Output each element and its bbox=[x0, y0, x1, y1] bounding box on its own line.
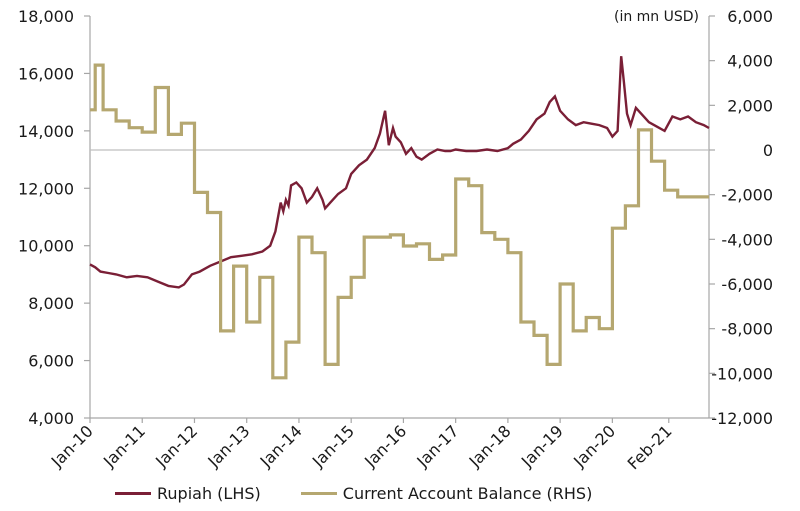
x-tick-label: Jan-20 bbox=[569, 421, 619, 471]
x-tick-label: Jan-11 bbox=[99, 421, 149, 471]
right-tick-label: -10,000 bbox=[711, 364, 773, 383]
x-tick-label: Jan-13 bbox=[203, 421, 253, 471]
x-tick-label: Jan-14 bbox=[256, 421, 306, 471]
legend-label-rupiah: Rupiah (LHS) bbox=[157, 484, 261, 503]
current-account-series-line bbox=[90, 63, 709, 380]
x-tick-label: Jan-10 bbox=[47, 421, 97, 471]
right-tick-label: -2,000 bbox=[721, 186, 773, 205]
series-layer bbox=[89, 56, 710, 380]
left-ticks: 4,000 6,000 8,000 10,000 12,000 14,000 16,000 1… bbox=[18, 7, 90, 428]
rupiah-series-line bbox=[89, 56, 710, 289]
right-tick-label: 2,000 bbox=[727, 96, 773, 115]
x-ticks: Jan-10 Jan-11 Jan-12 Jan-13 Jan-14 Jan-15 Jan-… bbox=[47, 418, 676, 473]
left-tick-label: 4,000 bbox=[28, 409, 74, 428]
legend-swatch-rupiah bbox=[115, 492, 151, 495]
right-ticks: -12,000 -10,000 -8,000 -6,000 -4,000 -2,000 0 2… bbox=[709, 7, 773, 428]
x-tick-label: Jan-12 bbox=[151, 421, 201, 471]
right-tick-label: 4,000 bbox=[727, 52, 773, 71]
right-tick-label: 6,000 bbox=[727, 7, 773, 26]
x-tick-label: Jan-19 bbox=[517, 421, 567, 471]
x-tick-label: Jan-17 bbox=[412, 421, 462, 471]
left-tick-label: 6,000 bbox=[28, 352, 74, 371]
legend-item-rupiah: Rupiah (LHS) bbox=[115, 484, 261, 503]
right-tick-label: -12,000 bbox=[711, 409, 773, 428]
left-tick-label: 18,000 bbox=[18, 7, 74, 26]
left-tick-label: 14,000 bbox=[18, 122, 74, 141]
x-tick-label: Jan-15 bbox=[308, 421, 358, 471]
legend-label-current-account: Current Account Balance (RHS) bbox=[342, 484, 593, 503]
right-tick-label: 0 bbox=[763, 141, 773, 160]
legend-swatch-current-account bbox=[300, 492, 337, 495]
legend-item-current-account: Current Account Balance (RHS) bbox=[300, 484, 593, 503]
legend: Rupiah (LHS) Current Account Balance (RH… bbox=[115, 484, 592, 503]
left-tick-label: 12,000 bbox=[18, 179, 74, 198]
right-tick-label: -8,000 bbox=[721, 320, 773, 339]
dual-axis-line-chart: 4,000 6,000 8,000 10,000 12,000 14,000 16,000 1… bbox=[18, 7, 773, 473]
unit-label: (in mn USD) bbox=[614, 9, 699, 25]
x-tick-label: Jan-16 bbox=[360, 421, 410, 471]
right-tick-label: -6,000 bbox=[721, 275, 773, 294]
x-tick-label: Feb-21 bbox=[624, 421, 676, 473]
left-tick-label: 8,000 bbox=[28, 294, 74, 313]
x-tick-label: Jan-18 bbox=[465, 421, 515, 471]
right-tick-label: -4,000 bbox=[721, 230, 773, 249]
left-tick-label: 10,000 bbox=[18, 237, 74, 256]
left-tick-label: 16,000 bbox=[18, 64, 74, 83]
